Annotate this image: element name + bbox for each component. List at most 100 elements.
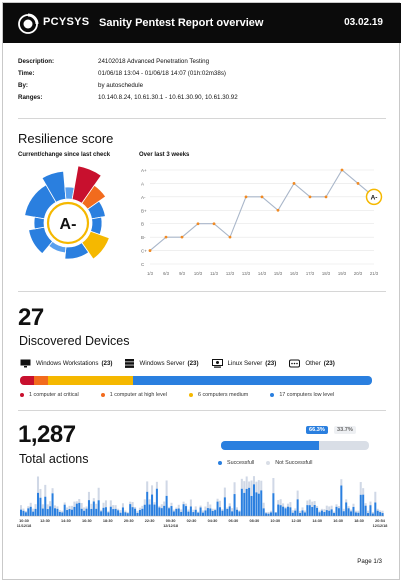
success-bar (83, 510, 86, 516)
critical-dot-icon (20, 393, 24, 397)
fail-bar (337, 505, 340, 509)
success-bar (168, 508, 171, 516)
success-bar (301, 510, 304, 516)
fail-bar (364, 503, 367, 506)
fail-bar (70, 505, 73, 510)
history-label: Over last 3 weeks (139, 152, 190, 158)
success-bar (238, 511, 241, 516)
legend-label: 6 computers medium (197, 392, 249, 398)
fail-bar (243, 481, 246, 493)
x-tick-label: 6/3 (163, 271, 169, 276)
fail-bar (279, 499, 282, 506)
fail-bar (374, 491, 377, 503)
success-bar (104, 507, 107, 516)
success-bar (138, 509, 141, 516)
fail-bar (211, 508, 214, 511)
x-tick-label: 18:30 (354, 519, 364, 523)
fail-bar (282, 503, 285, 507)
data-point (260, 195, 264, 199)
success-bar (29, 506, 32, 516)
y-tick-label: A (141, 181, 144, 186)
success-bar (131, 507, 134, 516)
fail-bar (165, 480, 168, 496)
fail-bar (301, 507, 304, 511)
fail-bar (141, 505, 144, 509)
meta-value: by autoschedule (98, 82, 144, 89)
success-bar (318, 512, 321, 516)
success-bar (85, 508, 88, 516)
success-bar (233, 494, 236, 516)
success-bar (260, 490, 263, 516)
success-bar (252, 484, 255, 516)
y-tick-label: A- (141, 195, 146, 200)
fail-bar (131, 501, 134, 508)
sunburst-segment (81, 230, 110, 260)
success-bar (289, 507, 292, 516)
success-bar (92, 501, 95, 516)
fail-bar (202, 510, 205, 513)
grade-circle (46, 201, 90, 245)
success-bar (32, 511, 35, 516)
fail-bar (163, 501, 166, 506)
fail-bar (238, 510, 241, 512)
legend-medium: 6 computers medium (188, 392, 249, 398)
fail-bar (121, 503, 124, 508)
x-tick-label: 10:30 (19, 519, 29, 523)
success-bar (231, 511, 234, 516)
fail-bar (376, 508, 379, 511)
x-tick-label: 21/3 (370, 271, 379, 276)
fail-bar (367, 510, 370, 514)
success-bar (194, 509, 197, 516)
fail-bar (83, 507, 86, 511)
fail-bar (109, 500, 112, 507)
success-bar (148, 504, 151, 516)
fail-bar (359, 482, 362, 495)
success-bar (34, 508, 37, 516)
success-bar (296, 499, 299, 516)
success-bar (379, 512, 382, 516)
fail-bar (274, 511, 277, 513)
x-tick-label: 16:30 (82, 519, 92, 523)
fail-bar (294, 508, 297, 511)
success-bar (68, 509, 71, 516)
fail-bar (117, 508, 120, 511)
devices-count: 27 (18, 304, 44, 331)
fail-bar (126, 511, 129, 514)
divider (18, 410, 386, 411)
current-grade-marker (365, 188, 383, 206)
success-bar (61, 512, 64, 516)
report-header: PCYSYS Sanity Pentest Report overview 03… (3, 3, 401, 43)
x-tick-label: 02:30 (187, 519, 197, 523)
divider (18, 291, 386, 292)
data-point (356, 182, 360, 185)
fail-bar (328, 506, 331, 511)
x-tick-label: 04:30 (208, 519, 218, 523)
success-bar (73, 506, 76, 516)
fail-bar (209, 504, 212, 509)
severity-segment (48, 376, 133, 385)
fail-bar (289, 502, 292, 508)
fail-bar (216, 498, 219, 502)
fail-bar (223, 487, 226, 498)
success-bar (49, 506, 52, 516)
success-bar (172, 511, 175, 516)
success-bar (53, 508, 56, 516)
fail-bar (316, 505, 319, 508)
actions-title: Total actions (19, 452, 89, 466)
x-tick-label: 12:30 (40, 519, 50, 523)
fail-bar (143, 499, 146, 505)
fail-bar (119, 510, 122, 513)
x-tick-label: 18/3 (322, 271, 331, 276)
fail-bar (291, 510, 294, 513)
success-bar (354, 512, 357, 516)
success-bar (235, 509, 238, 516)
success-bar (291, 512, 294, 516)
fail-bar (185, 503, 188, 507)
legend-label: 1 computer at critical (29, 392, 79, 398)
success-bar (119, 512, 122, 516)
device-type-windows-server: Windows Server (23) (125, 358, 199, 368)
fail-bar (311, 501, 314, 508)
device-severity-bar (20, 376, 372, 385)
data-point (180, 235, 184, 239)
fail-bar (87, 491, 90, 501)
